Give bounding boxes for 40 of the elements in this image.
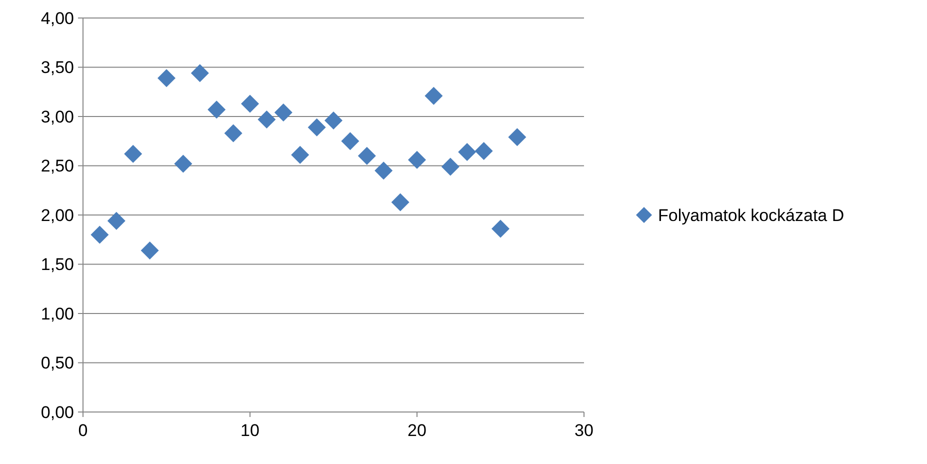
point [391,193,410,212]
point [174,154,192,173]
point [241,94,259,113]
point [124,144,142,163]
y-tick-label: 0,00 [40,402,74,422]
y-tick-label: 0,50 [40,354,74,373]
point [424,86,443,105]
point [341,132,360,150]
point [90,226,109,244]
y-tick-label: 3,50 [40,58,74,78]
point [190,64,209,82]
y-tick-label: 2,00 [40,206,74,225]
x-tick-label: 0 [78,421,88,440]
point [408,150,426,169]
point [140,241,159,260]
point [158,69,176,88]
y-tick-label: 3,00 [40,107,74,126]
legend-label: Folyamatok kockázata D [658,206,844,225]
y-tick-label: 1,50 [40,255,74,274]
point [474,142,493,160]
point [258,110,276,128]
y-tick-label: 1,00 [40,304,74,324]
point [492,220,510,238]
point [441,158,460,176]
x-tick-label: 30 [574,421,594,440]
point [208,100,226,119]
point [324,111,342,130]
point [358,146,376,165]
x-tick-label: 10 [240,421,260,440]
point [308,118,326,136]
point [374,162,393,180]
point [458,142,476,161]
y-tick-label: 2,50 [40,156,74,176]
point [224,124,242,142]
point [274,104,292,122]
y-tick-label: 4,00 [40,8,74,28]
point [508,128,526,146]
x-tick-label: 20 [408,421,426,440]
point [107,212,126,230]
point [291,146,310,164]
